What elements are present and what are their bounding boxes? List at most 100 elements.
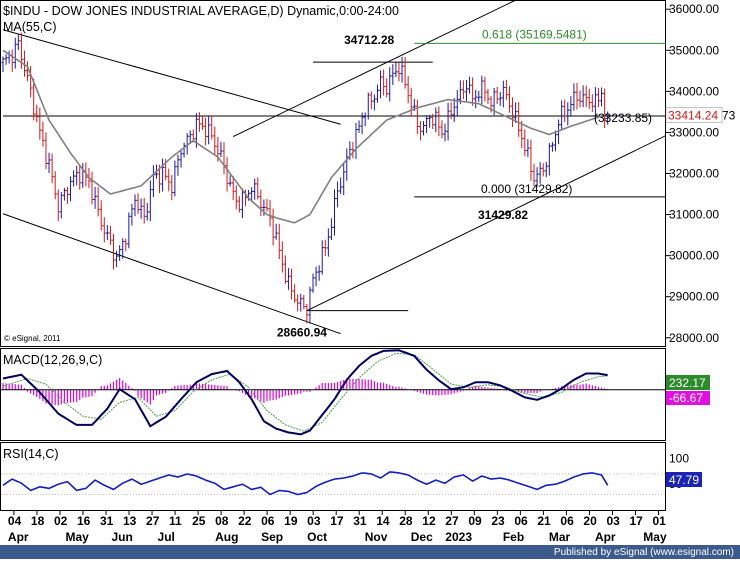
x-day-label: 06 — [261, 514, 275, 528]
price-bar-down — [323, 239, 327, 257]
price-bar-up — [544, 162, 548, 178]
copyright: © eSignal, 2011 — [4, 334, 61, 343]
price-bar-up — [139, 198, 143, 219]
macd-value-badge: 232.17 — [666, 375, 710, 390]
x-month-label: Apr — [595, 530, 616, 544]
last-price-suffix: 73 — [722, 108, 736, 122]
price-bar-up — [606, 111, 610, 125]
price-y-tick-label: 35000.00 — [669, 43, 719, 57]
price-bar-up — [148, 180, 152, 222]
price-bar-down — [397, 62, 401, 82]
price-bar-up — [458, 80, 462, 104]
x-month-label: Nov — [365, 530, 388, 544]
price-bar-up — [391, 64, 395, 85]
x-day-label: 09 — [468, 514, 482, 528]
macd-title: MACD(12,26,9,C) — [3, 353, 102, 367]
fib-zero-label: 0.000 (31429.82) — [481, 182, 572, 196]
price-bar-down — [65, 186, 69, 204]
price-bar-up — [464, 79, 468, 102]
price-bar-up — [566, 102, 570, 126]
price-y-tick-label: 31000.00 — [669, 208, 719, 222]
footer-text: Published by eSignal (www.esignal.com) — [553, 547, 734, 558]
x-day-label: 17 — [629, 514, 643, 528]
price-bar-down — [511, 97, 515, 128]
price-bar-down — [517, 102, 521, 137]
price-bar-up — [219, 141, 223, 158]
price-bar-up — [581, 85, 585, 108]
price-bar-down — [409, 87, 413, 117]
x-day-label: 01 — [652, 514, 666, 528]
price-bar-up — [161, 158, 165, 192]
price-bar-down — [271, 208, 275, 246]
price-bar-down — [504, 79, 508, 100]
x-day-label: 19 — [284, 514, 298, 528]
x-month-label: May — [65, 530, 89, 544]
price-bar-up — [428, 114, 432, 128]
price-bar-down — [234, 185, 238, 210]
price-y-tick-label: 33000.00 — [669, 125, 719, 139]
price-bar-up — [388, 67, 392, 102]
x-day-label: 06 — [514, 514, 528, 528]
last-price-label: 33414.24 — [668, 108, 718, 122]
price-bar-down — [41, 121, 45, 147]
x-month-label: Aug — [215, 530, 238, 544]
price-bar-up — [72, 170, 76, 187]
price-bar-down — [305, 303, 309, 324]
price-bars — [1, 32, 610, 324]
price-panel-frame — [0, 0, 666, 347]
price-bar-down — [35, 104, 39, 123]
price-bar-up — [326, 228, 330, 257]
price-y-tick-label: 28000.00 — [669, 331, 719, 345]
price-bar-up — [363, 112, 367, 127]
price-bar-up — [59, 191, 63, 219]
x-day-label: 22 — [238, 514, 252, 528]
price-bar-down — [406, 76, 410, 104]
price-bar-down — [213, 126, 217, 156]
price-bar-up — [16, 33, 20, 51]
fib-618-label: 0.618 (35169.5481) — [482, 27, 587, 41]
price-bar-down — [415, 99, 419, 135]
price-bar-up — [547, 143, 551, 176]
price-bar-down — [108, 225, 112, 245]
price-bar-down — [302, 294, 306, 310]
price-bar-up — [593, 87, 597, 116]
price-bar-up — [333, 189, 336, 236]
price-bar-down — [265, 198, 269, 212]
price-bar-up — [375, 84, 379, 103]
price-bar-up — [422, 121, 426, 136]
price-bar-down — [403, 57, 407, 89]
price-bar-down — [603, 88, 607, 128]
price-bar-up — [145, 203, 149, 221]
price-bar-down — [483, 76, 487, 102]
price-bar-up — [130, 203, 134, 226]
price-bar-down — [296, 294, 300, 312]
price-bar-down — [197, 112, 201, 132]
price-bar-up — [317, 265, 321, 281]
price-bar-up — [342, 162, 346, 196]
price-bar-up — [188, 130, 192, 144]
price-bar-up — [474, 90, 478, 109]
price-bar-up — [379, 70, 383, 99]
price-bar-down — [596, 87, 600, 107]
price-bar-up — [207, 116, 211, 145]
price-bar-up — [526, 139, 530, 158]
price-bar-up — [228, 175, 232, 187]
price-bar-up — [299, 293, 303, 312]
price-bar-down — [22, 50, 26, 77]
footer-bar — [0, 545, 740, 559]
upper-channel-1 — [2, 29, 341, 125]
price-bar-up — [425, 115, 429, 134]
price-bar-up — [311, 273, 315, 293]
price-bar-down — [231, 176, 235, 201]
price-bar-down — [584, 85, 588, 108]
x-day-label: 25 — [192, 514, 206, 528]
price-bar-down — [461, 80, 465, 99]
price-bar-up — [1, 56, 5, 73]
price-bar-up — [372, 94, 376, 111]
ma-label: MA(55,C) — [3, 20, 56, 34]
upper-channel-2 — [232, 1, 516, 137]
price-bar-up — [455, 89, 459, 117]
price-bar-down — [26, 61, 30, 82]
price-bar-down — [575, 83, 579, 110]
price-bar-up — [446, 102, 450, 141]
